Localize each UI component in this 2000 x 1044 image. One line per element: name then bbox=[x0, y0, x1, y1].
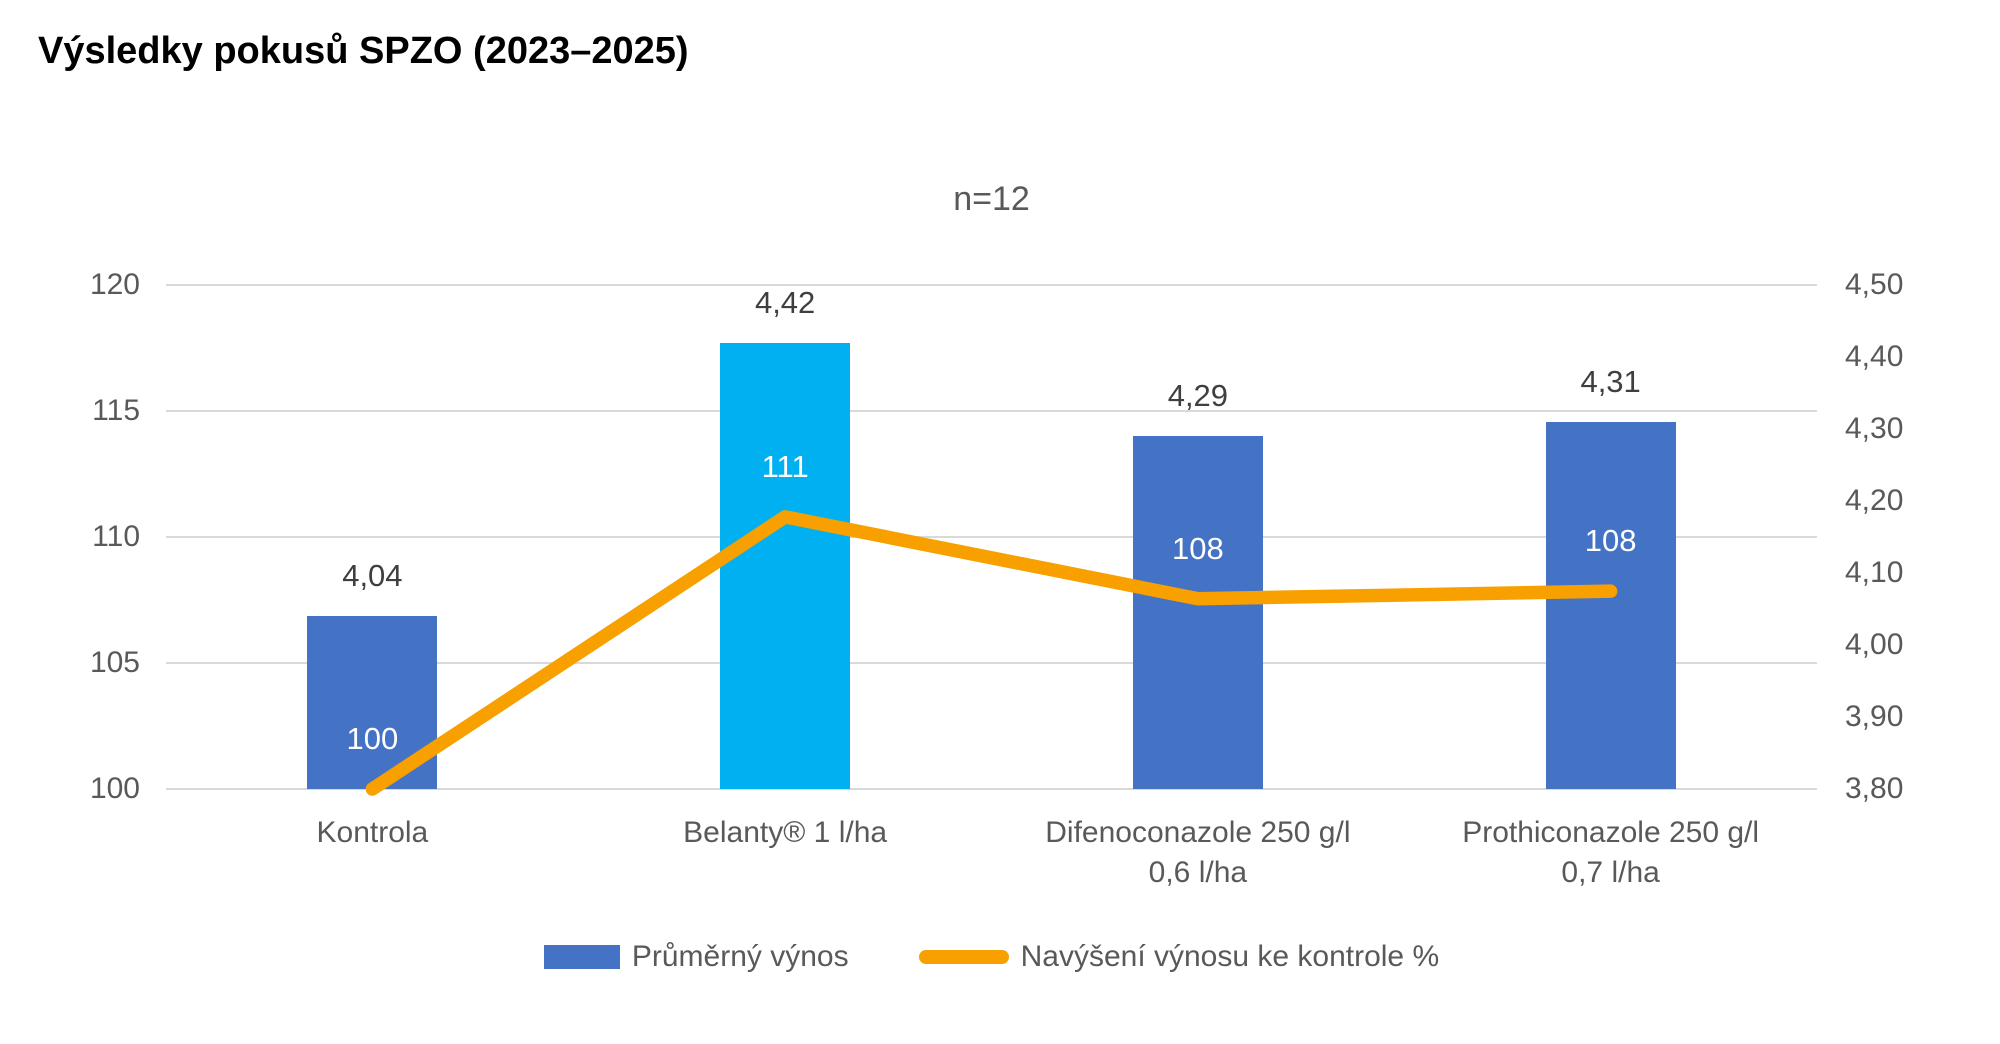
bar bbox=[1545, 421, 1676, 789]
bar-value-label: 4,04 bbox=[342, 558, 403, 594]
right-axis-tick-label: 4,20 bbox=[1845, 484, 1904, 517]
bar-series-swatch bbox=[543, 945, 620, 969]
gridline bbox=[166, 410, 1817, 412]
gridline bbox=[166, 536, 1817, 538]
bar bbox=[720, 342, 851, 789]
left-axis-tick-label: 120 bbox=[89, 268, 140, 301]
category-label-line: 0,6 l/ha bbox=[1148, 856, 1248, 889]
legend-label-line-series: Navýšení výnosu ke kontrole % bbox=[1020, 940, 1440, 973]
legend-item-bar-series: Průměrný výnos bbox=[543, 940, 849, 974]
category-label-line: Belanty® 1 l/ha bbox=[683, 816, 888, 849]
bar-value-label: 4,31 bbox=[1580, 363, 1641, 399]
gridline bbox=[166, 662, 1817, 664]
line-series-swatch bbox=[918, 950, 1009, 964]
chart-title: Výsledky pokusů SPZO (2023–2025) bbox=[38, 30, 689, 72]
right-axis-tick-label: 3,90 bbox=[1845, 700, 1904, 733]
line-point-label: 108 bbox=[1172, 530, 1224, 566]
right-axis-tick-label: 4,10 bbox=[1845, 556, 1904, 589]
legend-label-bar-series: Průměrný výnos bbox=[631, 940, 849, 973]
category-label-line: 0,7 l/ha bbox=[1561, 856, 1660, 889]
right-axis-tick-label: 3,80 bbox=[1845, 772, 1904, 805]
line-point-label: 100 bbox=[346, 721, 399, 756]
left-axis-tick-label: 110 bbox=[92, 520, 140, 553]
left-axis-tick-label: 100 bbox=[89, 772, 140, 805]
bar-value-label: 4,29 bbox=[1167, 378, 1229, 414]
legend-item-line-series: Navýšení výnosu ke kontrole % bbox=[918, 940, 1440, 974]
left-axis-tick-label: 115 bbox=[92, 394, 140, 427]
chart-legend: Průměrný výnos Navýšení výnosu ke kontro… bbox=[166, 936, 1817, 978]
category-label: Kontrola bbox=[166, 813, 579, 853]
category-label: Difenoconazole 250 g/l 0,6 l/ha bbox=[992, 813, 1405, 893]
category-label-line: Difenoconazole 250 g/l bbox=[1045, 816, 1351, 849]
line-series-path bbox=[365, 510, 1618, 796]
right-axis-tick-label: 4,40 bbox=[1845, 340, 1904, 373]
right-axis-tick-label: 4,00 bbox=[1845, 628, 1904, 661]
bar-value-label: 4,42 bbox=[754, 284, 816, 320]
category-label-line: Prothiconazole 250 g/l bbox=[1462, 816, 1760, 849]
category-label: Prothiconazole 250 g/l 0,7 l/ha bbox=[1404, 813, 1817, 893]
bar bbox=[1132, 436, 1263, 789]
gridline bbox=[166, 788, 1817, 790]
gridline bbox=[166, 284, 1817, 286]
chart-subtitle: n=12 bbox=[953, 180, 1030, 218]
right-axis-tick-label: 4,50 bbox=[1845, 268, 1904, 301]
line-point-label: 111 bbox=[761, 448, 809, 484]
right-axis-tick-label: 4,30 bbox=[1845, 412, 1904, 445]
line-point-label: 108 bbox=[1584, 523, 1637, 559]
left-axis-tick-label: 105 bbox=[89, 646, 140, 679]
category-label: Belanty® 1 l/ha bbox=[579, 813, 992, 853]
category-label-line: Kontrola bbox=[316, 816, 429, 849]
